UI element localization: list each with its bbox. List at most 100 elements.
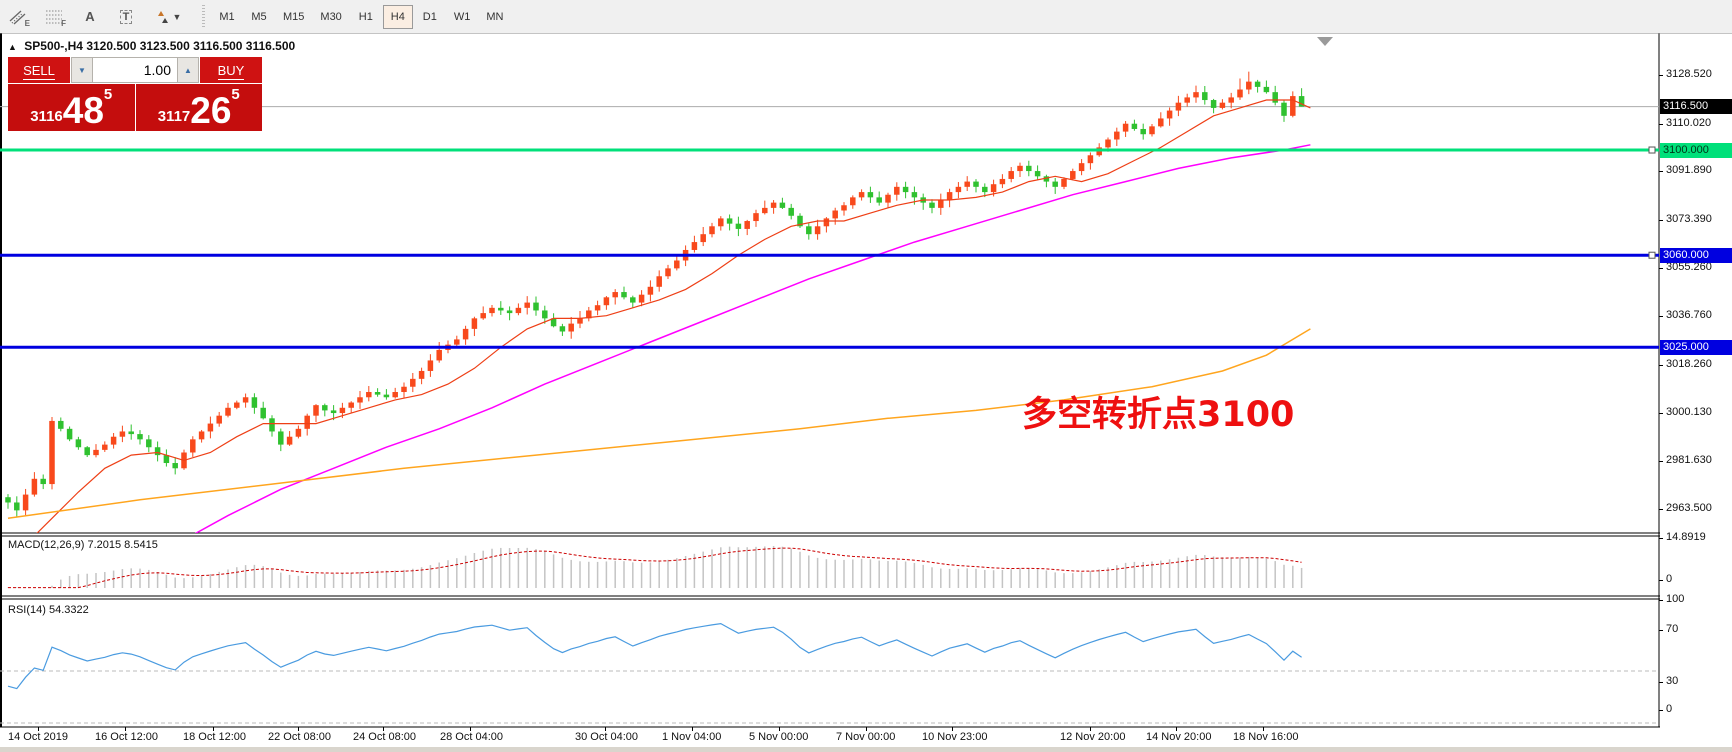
date-axis-label: 18 Nov 16:00 bbox=[1233, 731, 1299, 743]
buy-button[interactable]: BUY bbox=[200, 57, 262, 83]
candle bbox=[1061, 178, 1067, 187]
candle bbox=[762, 207, 768, 214]
tool-sub-label: F bbox=[61, 18, 66, 28]
chart-annotation-text[interactable]: 多空转折点3100 bbox=[1022, 395, 1295, 435]
sell-price-prefix: 3116 bbox=[30, 108, 63, 125]
candle bbox=[498, 307, 504, 311]
chart-ohlc: 3120.500 3123.500 3116.500 3116.500 bbox=[86, 39, 296, 53]
macd-axis-tick bbox=[1659, 538, 1663, 539]
timeframe-m1-button[interactable]: M1 bbox=[212, 5, 242, 29]
hline-3100-handle[interactable] bbox=[1648, 146, 1656, 154]
volume-input[interactable] bbox=[93, 57, 177, 83]
candle bbox=[506, 310, 513, 314]
candle bbox=[630, 297, 636, 303]
timeframe-m5-button[interactable]: M5 bbox=[244, 5, 274, 29]
chart-canvas[interactable] bbox=[0, 33, 1732, 752]
candle bbox=[1298, 96, 1305, 107]
timeframe-d1-button[interactable]: D1 bbox=[415, 5, 445, 29]
price-axis-tick bbox=[1659, 123, 1663, 125]
timeframe-mn-button[interactable]: MN bbox=[479, 5, 510, 29]
candle bbox=[885, 194, 891, 203]
candle bbox=[278, 431, 284, 445]
candle bbox=[392, 392, 398, 398]
sell-price-display[interactable]: 3116 48 5 bbox=[8, 84, 135, 131]
buy-price-display[interactable]: 3117 26 5 bbox=[135, 84, 262, 131]
candle bbox=[1228, 97, 1234, 103]
candle bbox=[806, 226, 812, 235]
candle bbox=[137, 434, 143, 440]
rsi-axis-tick bbox=[1659, 600, 1663, 601]
date-axis-label: 30 Oct 04:00 bbox=[575, 731, 638, 743]
fibonacci-button[interactable]: F bbox=[39, 4, 69, 30]
candle bbox=[577, 318, 583, 324]
candle bbox=[462, 328, 469, 340]
candle bbox=[427, 360, 434, 371]
text-label-button[interactable]: A bbox=[75, 4, 105, 30]
candle bbox=[163, 455, 170, 464]
candle bbox=[1254, 81, 1261, 87]
equidistant-channel-button[interactable]: E bbox=[3, 4, 33, 30]
date-axis-tick bbox=[125, 727, 126, 731]
candle bbox=[207, 423, 214, 432]
candle bbox=[313, 405, 319, 416]
candle bbox=[1246, 81, 1252, 90]
timeframe-m30-button[interactable]: M30 bbox=[313, 5, 348, 29]
candle bbox=[1114, 131, 1120, 140]
arrows-button[interactable]: ▼ bbox=[147, 4, 189, 30]
volume-increase-button[interactable]: ▲ bbox=[177, 57, 199, 83]
volume-decrease-button[interactable]: ▼ bbox=[71, 57, 93, 83]
candle bbox=[938, 199, 944, 208]
candle bbox=[58, 420, 64, 429]
candle bbox=[1175, 102, 1182, 111]
caret-up-icon: ▲ bbox=[184, 65, 192, 75]
candle bbox=[1149, 126, 1155, 135]
chart-symbol: SP500-,H4 bbox=[24, 39, 83, 53]
rsi-axis-label: 30 bbox=[1666, 675, 1679, 687]
candle bbox=[964, 181, 970, 187]
timeframe-m15-button[interactable]: M15 bbox=[276, 5, 311, 29]
candle bbox=[1140, 128, 1146, 135]
date-axis-label: 12 Nov 20:00 bbox=[1060, 731, 1126, 743]
price-axis-label: 3091.890 bbox=[1666, 164, 1712, 177]
candle bbox=[1237, 89, 1243, 98]
candle bbox=[286, 436, 293, 445]
collapse-arrow-icon[interactable]: ▲ bbox=[8, 42, 17, 52]
candle bbox=[1272, 92, 1278, 103]
price-axis-tick bbox=[1659, 461, 1663, 463]
candle bbox=[1131, 123, 1138, 129]
candle bbox=[770, 202, 777, 208]
sell-button[interactable]: SELL bbox=[8, 57, 70, 83]
candle bbox=[322, 405, 328, 411]
candle bbox=[559, 326, 566, 332]
timeframe-h4-button[interactable]: H4 bbox=[382, 4, 413, 29]
timeframe-w1-button[interactable]: W1 bbox=[447, 5, 478, 29]
candle bbox=[1070, 171, 1076, 179]
candle bbox=[480, 313, 486, 319]
candle bbox=[216, 415, 222, 424]
timeframe-h1-button[interactable]: H1 bbox=[351, 5, 381, 29]
candle bbox=[102, 444, 108, 450]
candle bbox=[594, 305, 601, 311]
macd-axis-label: 14.8919 bbox=[1666, 531, 1706, 543]
candle bbox=[1166, 110, 1173, 119]
candle bbox=[982, 186, 988, 193]
text-box-button[interactable]: T bbox=[111, 4, 141, 30]
date-axis-label: 16 Oct 12:00 bbox=[95, 731, 158, 743]
candle bbox=[1122, 123, 1129, 132]
candle bbox=[410, 378, 416, 387]
date-axis-tick bbox=[605, 727, 606, 731]
candle bbox=[894, 186, 900, 195]
date-axis-label: 22 Oct 08:00 bbox=[268, 731, 331, 743]
candle bbox=[1105, 139, 1111, 148]
candle bbox=[1043, 176, 1050, 182]
rsi-axis-label: 70 bbox=[1666, 623, 1679, 635]
macd-indicator-label: MACD(12,26,9) 7.2015 8.5415 bbox=[8, 539, 158, 551]
bottom-scroll-strip[interactable] bbox=[0, 747, 1732, 752]
caret-down-icon: ▼ bbox=[78, 65, 86, 75]
text-box-icon: T bbox=[119, 9, 133, 24]
chart-shift-marker-icon[interactable] bbox=[1317, 37, 1333, 46]
candle bbox=[1008, 171, 1014, 179]
hline-3060-handle[interactable] bbox=[1648, 251, 1656, 259]
date-axis-label: 7 Nov 00:00 bbox=[836, 731, 896, 743]
